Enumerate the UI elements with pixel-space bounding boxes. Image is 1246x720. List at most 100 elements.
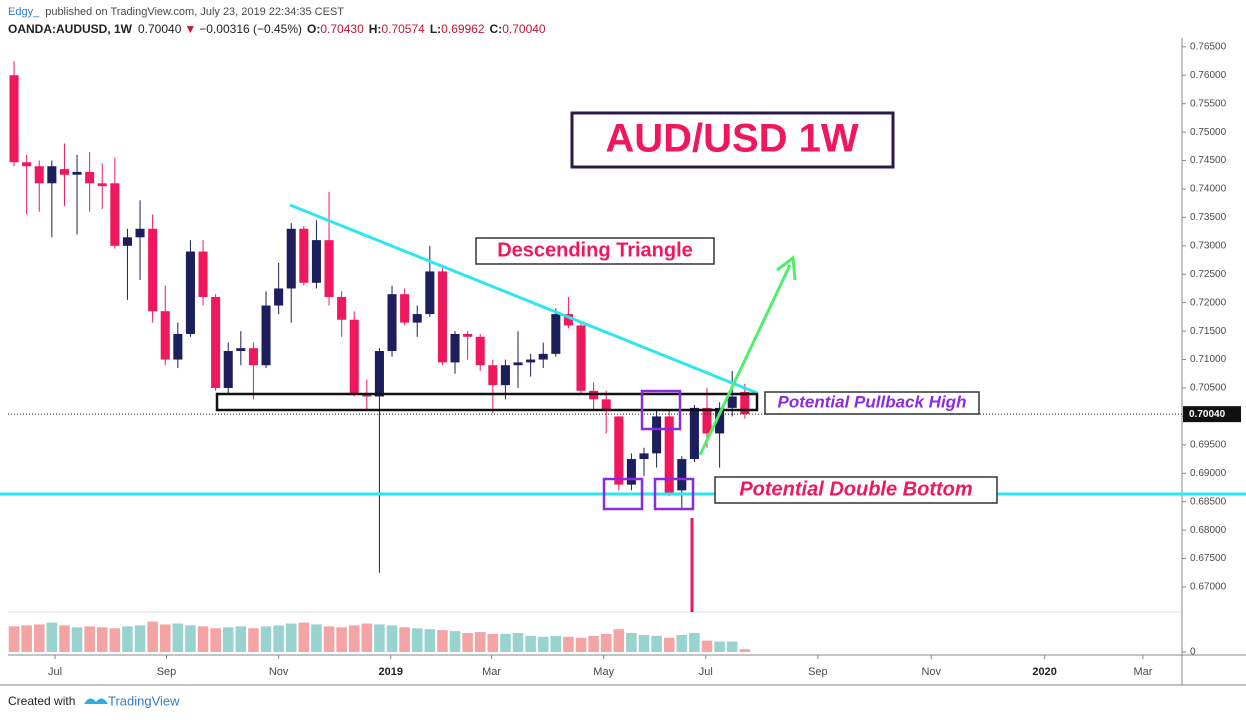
volume-bar: [474, 632, 486, 652]
volume-bar: [588, 635, 599, 652]
bottom-box: [653, 477, 695, 511]
volume-bar: [714, 641, 725, 652]
candle-body: [324, 240, 334, 298]
volume-bar: [260, 626, 272, 652]
candle-body: [702, 407, 712, 434]
candle-body: [261, 305, 271, 366]
change: −0.00316 (−0.45%): [199, 22, 302, 36]
candle-body: [576, 325, 586, 391]
annotation-box: [764, 391, 980, 415]
volume-bar: [109, 628, 121, 652]
volume-bar: [512, 633, 524, 652]
candle-body: [513, 362, 523, 366]
candle-body: [148, 228, 158, 312]
volume-bar: [197, 626, 209, 652]
x-tick-label: Mar: [482, 666, 501, 678]
candle-body: [160, 311, 170, 360]
volume-bar: [739, 649, 751, 652]
volume-bar: [651, 635, 662, 652]
y-tick-label: 0.68000: [1190, 525, 1227, 536]
volume-bar: [298, 622, 310, 652]
candle-body: [311, 240, 321, 283]
y-tick-label: 0.73500: [1190, 212, 1227, 223]
volume-bar: [449, 631, 461, 652]
y-tick-label: 0.73000: [1190, 240, 1227, 251]
marks: 0.67000 0.67500 0.68000 0.68500 0.69000 0.695…: [8, 41, 1241, 678]
volume-bar: [462, 633, 473, 652]
candle-body: [715, 407, 725, 434]
x-tick-label: Nov: [921, 666, 941, 678]
y-tick-label: 0.68500: [1190, 496, 1227, 507]
y-tick-label: 0.71000: [1190, 354, 1227, 365]
volume-bar: [348, 625, 360, 652]
candle-body: [97, 183, 107, 187]
y-tick-label: 0.69000: [1190, 468, 1227, 479]
volume-bar: [33, 624, 45, 652]
y-tick-label: 0.71500: [1190, 326, 1227, 337]
candle-body: [614, 416, 624, 485]
arrow: ▼: [184, 22, 196, 36]
candle-body: [248, 348, 258, 366]
volume-bar: [273, 625, 284, 652]
volume-bar: [663, 637, 675, 652]
volume-bar: [613, 629, 625, 652]
volume-bar: [626, 633, 637, 652]
volume-bar: [323, 626, 335, 652]
candle-body: [551, 314, 561, 354]
x-tick-label: Sep: [157, 666, 177, 678]
candle-body: [400, 294, 410, 323]
volume-bar: [122, 626, 133, 652]
candle-body: [110, 183, 120, 246]
y-tick-label: 0.72000: [1190, 297, 1227, 308]
volume-bar: [537, 636, 549, 652]
y-tick-label: 0.67000: [1190, 582, 1227, 593]
volume-bar: [726, 641, 738, 652]
last: 0.70040: [138, 22, 182, 36]
candle-body: [198, 251, 208, 298]
header-line-1: Edgy_ published on TradingView.com, July …: [8, 6, 344, 18]
header-line-2: OANDA:AUDUSD, 1W 0.70040 ▼ −0.00316 (−0.45%…: [8, 22, 546, 36]
volume-bar: [134, 625, 146, 652]
candle-body: [652, 416, 662, 454]
y-tick-label: 0.75500: [1190, 98, 1227, 109]
ohlc-value: 0.70574: [381, 22, 425, 36]
volume-bar: [84, 626, 95, 652]
annotation: Descending Triangle: [497, 239, 693, 261]
ohlc-value: 0.70040: [502, 22, 546, 36]
candle-body: [22, 162, 32, 167]
candle-body: [689, 407, 699, 460]
ohlc-key: O:: [307, 22, 320, 36]
volume-bar: [159, 624, 171, 652]
ohlc-key: L:: [430, 22, 441, 36]
x-tick-label: Mar: [1133, 666, 1152, 678]
title-box: [570, 111, 895, 169]
candle-body: [664, 416, 674, 494]
volume-bar: [248, 628, 259, 652]
candle-body: [526, 359, 536, 363]
chart-title: AUD/USD 1W: [605, 117, 859, 161]
candle-body: [425, 271, 435, 315]
candle-body: [475, 336, 485, 366]
y-tick-label: 0.74000: [1190, 184, 1227, 195]
candle-body: [563, 314, 573, 326]
candle-body: [185, 251, 195, 334]
volume-bar: [147, 621, 158, 652]
candle-body: [500, 365, 510, 386]
candle-body: [412, 314, 422, 323]
volume-bar: [701, 640, 713, 652]
footer-brand[interactable]: TradingView: [108, 693, 180, 708]
annotation-box: [475, 237, 715, 265]
author[interactable]: Edgy_: [8, 6, 40, 18]
volume-bar: [210, 628, 221, 652]
volume-bar: [437, 630, 448, 652]
candle-body: [727, 396, 737, 408]
volume-bar: [374, 624, 385, 652]
candle-body: [677, 459, 687, 491]
bottom-box: [602, 477, 644, 511]
x-tick-label: Jul: [699, 666, 713, 678]
x-tick-label: Jul: [48, 666, 62, 678]
pullback-box: [215, 392, 759, 412]
y-tick-label: 0.75000: [1190, 127, 1227, 138]
candle-body: [223, 351, 233, 388]
